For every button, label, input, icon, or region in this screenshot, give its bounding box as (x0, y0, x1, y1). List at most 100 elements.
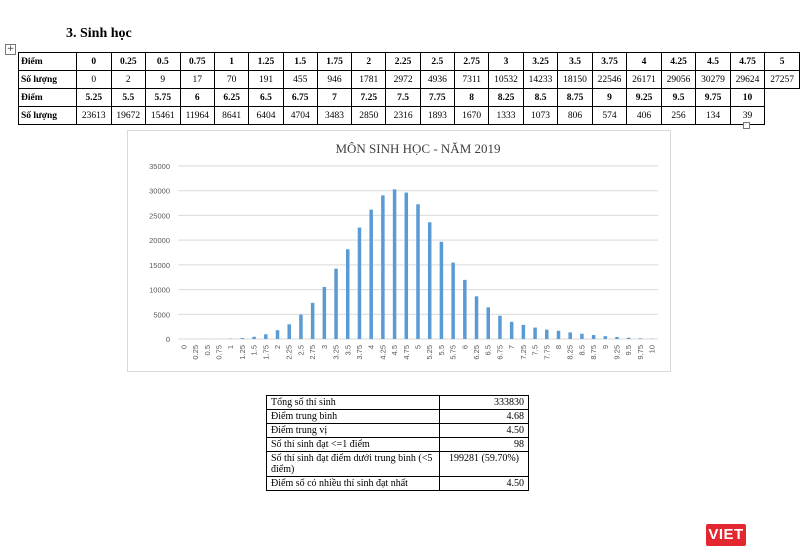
y-tick-label: 10000 (149, 286, 170, 295)
bar (603, 336, 608, 339)
count-cell: 4704 (282, 106, 318, 125)
stats-value: 199281 (59.70%) (439, 451, 529, 477)
bar (626, 337, 631, 339)
score-cell: 9.5 (660, 88, 697, 107)
count-cell: 11964 (179, 106, 216, 125)
score-cell: 4.5 (695, 52, 731, 71)
score-cell: 9.25 (626, 88, 662, 107)
x-tick-label: 3.5 (343, 345, 352, 355)
chart-container: MÔN SINH HỌC - NĂM 2019 0 5000 10000 15000 20… (127, 130, 671, 372)
x-tick-label: 3.75 (355, 345, 364, 360)
bar (509, 321, 514, 339)
bar (287, 324, 291, 339)
score-cell: 7 (316, 88, 353, 107)
bar (521, 324, 526, 339)
x-tick-label: 0.25 (191, 345, 200, 360)
count-cell: 574 (591, 106, 628, 125)
score-cell: 10 (729, 88, 766, 107)
score-row: Điểm 0 0.25 0.5 0.75 1 1.25 1.5 1.75 2 2.25 2.5 2.75… (17, 52, 800, 71)
score-cell: 2.25 (385, 52, 421, 71)
x-tick-label: 1.75 (261, 345, 270, 360)
count-cell: 23613 (76, 106, 112, 125)
count-cell: 22546 (591, 70, 628, 89)
y-tick-label: 20000 (149, 236, 170, 245)
count-cell: 1893 (419, 106, 456, 125)
bar (240, 338, 245, 339)
bar (264, 334, 268, 339)
x-tick-label: 5.75 (449, 345, 458, 360)
score-cell: 0.5 (145, 52, 181, 71)
x-tick-label: 8.25 (566, 345, 575, 360)
x-tick-label: 7.25 (519, 345, 528, 360)
count-cell: 2850 (351, 106, 387, 125)
score-cell: 5.25 (76, 88, 112, 107)
count-cell: 806 (557, 106, 593, 125)
score-cell: 0 (76, 52, 112, 71)
score-row-label: Điểm (17, 52, 78, 71)
count-cell: 10532 (488, 70, 524, 89)
bar-chart: MÔN SINH HỌC - NĂM 201905000100001500020… (149, 141, 658, 360)
x-tick-label: 10 (648, 345, 657, 353)
x-tick-label: 2.75 (308, 345, 317, 360)
bar (580, 333, 584, 339)
score-distribution-table: Điểm 0 0.25 0.5 0.75 1 1.25 1.5 1.75 2 2.25 2.5 2.75… (17, 52, 800, 125)
y-tick-label: 35000 (149, 162, 170, 171)
bar (334, 268, 338, 339)
x-tick-label: 7 (507, 345, 516, 349)
count-cell: 3483 (316, 106, 353, 125)
y-tick-label: 0 (166, 335, 170, 344)
bar (369, 209, 373, 339)
stats-label: Điểm trung vị (266, 423, 440, 438)
count-cell: 6404 (248, 106, 284, 125)
score-cell: 2.5 (419, 52, 456, 71)
count-cell: 1333 (488, 106, 524, 125)
x-tick-label: 5.25 (425, 345, 434, 360)
bar (498, 315, 502, 339)
bar (310, 302, 315, 339)
bar (439, 241, 444, 339)
x-tick-label: 4.75 (402, 345, 411, 360)
score-cell: 8.5 (522, 88, 559, 107)
score-cell: 1.25 (248, 52, 284, 71)
table-resize-handle-icon[interactable] (743, 122, 750, 129)
score-cell: 5.75 (145, 88, 181, 107)
score-cell: 6.25 (214, 88, 250, 107)
x-tick-label: 3.25 (332, 345, 341, 360)
bar (545, 329, 549, 339)
count-cell: 134 (695, 106, 731, 125)
score-cell: 2 (351, 52, 387, 71)
x-tick-label: 8.5 (577, 345, 586, 355)
stats-label: Điểm số có nhiều thí sinh đạt nhất (266, 476, 440, 491)
bar (568, 332, 572, 339)
score-cell: 8.25 (488, 88, 524, 107)
x-tick-label: 6 (460, 345, 469, 349)
bar (381, 195, 385, 339)
score-cell: 6.75 (282, 88, 318, 107)
stats-row: Điểm trung vị 4.50 (266, 423, 529, 438)
count-cell: 18150 (557, 70, 593, 89)
x-tick-label: 1 (226, 345, 235, 349)
count-cell: 1670 (453, 106, 490, 125)
summary-stats-table: Tổng số thí sinh 333830 Điểm trung bình 4.6… (266, 395, 529, 491)
stats-value: 4.50 (439, 476, 529, 491)
score-cell: 9.75 (695, 88, 731, 107)
count-cell: 4936 (419, 70, 456, 89)
score-cell: 7.25 (351, 88, 387, 107)
stats-label: Số thí sinh đạt <=1 điểm (266, 437, 440, 452)
count-cell: 27257 (764, 70, 800, 89)
x-tick-label: 6.75 (495, 345, 504, 360)
x-tick-label: 6.5 (484, 345, 493, 355)
score-cell: 9 (591, 88, 628, 107)
count-row-label: Số lượng (17, 106, 78, 125)
table-move-handle-icon[interactable]: + (5, 44, 16, 55)
count-cell: 1781 (351, 70, 387, 89)
stats-value: 4.50 (439, 423, 529, 438)
bar (533, 327, 537, 339)
count-cell: 19672 (110, 106, 147, 125)
x-tick-label: 2.5 (296, 345, 305, 355)
score-cell: 4.75 (729, 52, 766, 71)
score-cell: 1.5 (282, 52, 318, 71)
score-cell: 8.75 (557, 88, 593, 107)
count-cell: 0 (76, 70, 112, 89)
count-row-label: Số lượng (17, 70, 78, 89)
